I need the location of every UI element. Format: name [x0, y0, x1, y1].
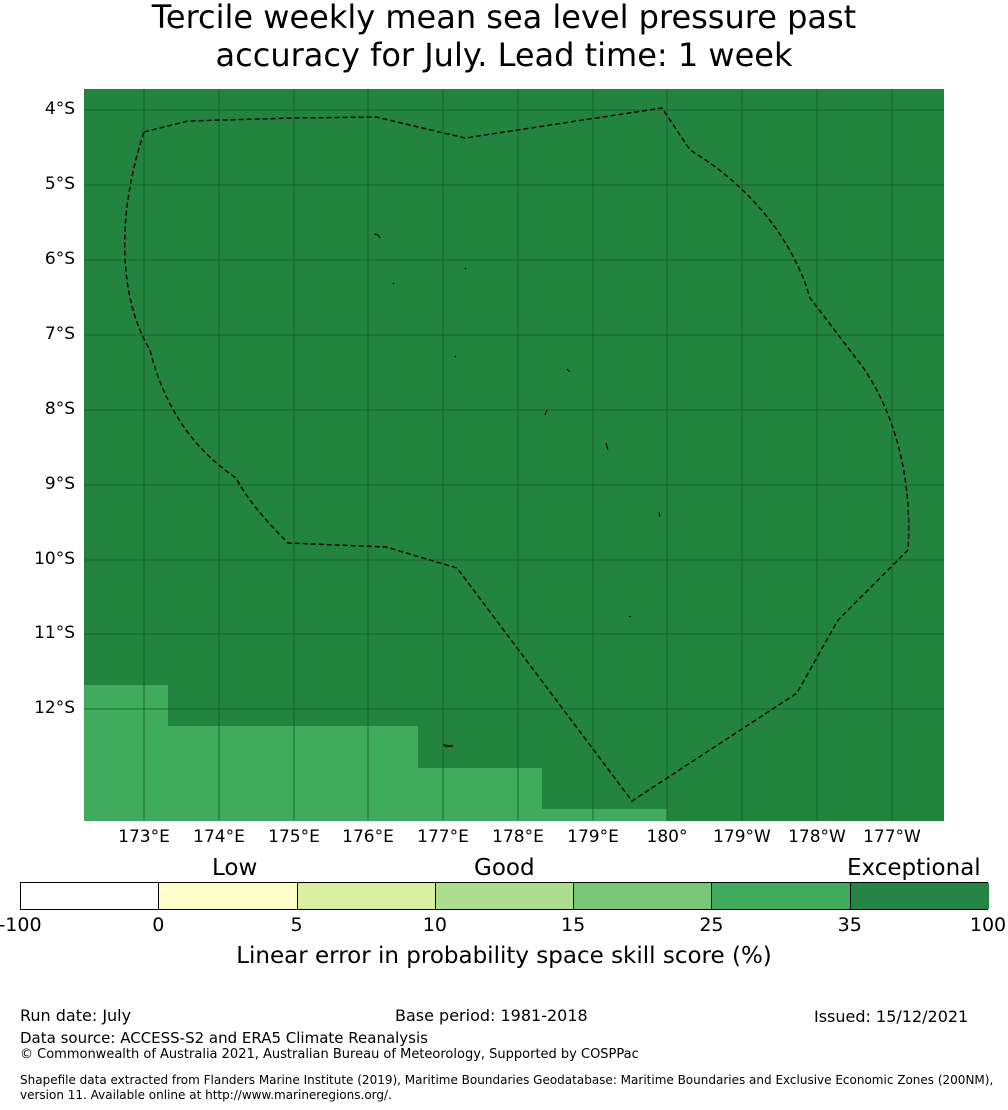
island: [464, 267, 467, 270]
category-good: Good: [474, 855, 535, 881]
longitude-label: 174°E: [193, 827, 245, 847]
longitude-label: 178°W: [788, 827, 846, 847]
island: [373, 233, 381, 239]
island: [566, 368, 571, 373]
colorbar-tick-label: 10: [422, 914, 447, 936]
colorbar: [20, 882, 989, 910]
latitude-label: 11°S: [34, 623, 75, 643]
run-date: Run date: July: [20, 1006, 132, 1025]
colorbar-label: Linear error in probability space skill …: [236, 943, 772, 969]
colorbar-segment: [159, 883, 298, 909]
latitude-label: 8°S: [44, 399, 75, 419]
longitude-label: 179°W: [713, 827, 771, 847]
title-line-2: accuracy for July. Lead time: 1 week: [215, 36, 793, 74]
category-low: Low: [212, 855, 258, 881]
island: [454, 355, 457, 358]
colorbar-tick-label: 5: [290, 914, 303, 936]
colorbar-tick-label: 15: [561, 914, 586, 936]
colorbar-tick-label: -100: [0, 914, 42, 936]
shapefile-credit-1: Shapefile data extracted from Flanders M…: [20, 1073, 994, 1087]
colorbar-segment: [574, 883, 713, 909]
latitude-label: 12°S: [34, 698, 75, 718]
colorbar-segment: [435, 883, 575, 909]
colorbar-tick-label: 25: [699, 914, 724, 936]
latitude-label: 4°S: [44, 99, 75, 119]
longitude-label: 177°W: [863, 827, 921, 847]
island: [392, 282, 395, 285]
colorbar-tick-label: 35: [837, 914, 862, 936]
map-title: Tercile weekly mean sea level pressure p…: [0, 0, 1008, 74]
latitude-label: 7°S: [44, 324, 75, 344]
colorbar-segment: [850, 883, 989, 909]
latitude-label: 6°S: [44, 249, 75, 269]
colorbar-tick-label: 100: [969, 914, 1007, 936]
longitude-label: 173°E: [118, 827, 170, 847]
skill-region-25-35: [84, 685, 667, 821]
longitude-label: 180°: [646, 827, 688, 847]
longitude-label: 178°E: [492, 827, 544, 847]
colorbar-segment: [21, 883, 160, 909]
latitude-label: 5°S: [44, 174, 75, 194]
island: [605, 442, 609, 451]
island: [442, 744, 454, 748]
longitude-label: 179°E: [567, 827, 619, 847]
colorbar-segment: [297, 883, 436, 909]
category-exceptional: Exceptional: [847, 855, 981, 881]
map: [84, 89, 944, 821]
islands: [373, 233, 661, 748]
title-line-1: Tercile weekly mean sea level pressure p…: [151, 0, 857, 36]
copyright: © Commonwealth of Australia 2021, Austra…: [20, 1047, 639, 1062]
issued-date: Issued: 15/12/2021: [814, 1007, 969, 1026]
eez-boundary: [124, 107, 910, 802]
graticule: [84, 89, 944, 821]
data-source: Data source: ACCESS-S2 and ERA5 Climate …: [20, 1029, 428, 1047]
longitude-label: 175°E: [268, 827, 320, 847]
island: [544, 409, 548, 416]
longitude-label: 177°E: [417, 827, 469, 847]
shapefile-credit-2: version 11. Available online at http://w…: [20, 1088, 392, 1102]
colorbar-tick-label: 0: [152, 914, 165, 936]
colorbar-segment: [712, 883, 851, 909]
base-period: Base period: 1981-2018: [395, 1006, 588, 1025]
longitude-label: 176°E: [342, 827, 394, 847]
map-background: [84, 89, 944, 821]
latitude-label: 9°S: [44, 474, 75, 494]
island: [658, 511, 661, 518]
latitude-label: 10°S: [34, 549, 75, 569]
island: [628, 615, 632, 618]
